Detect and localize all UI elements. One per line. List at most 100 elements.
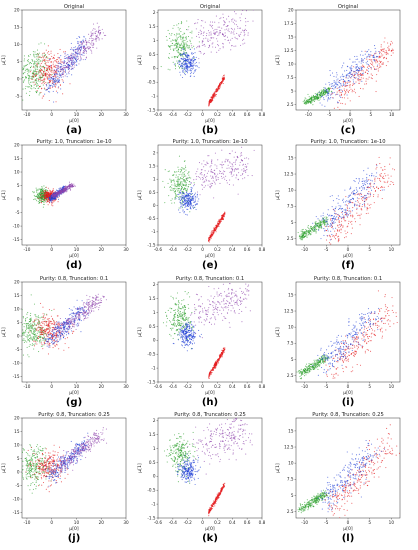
- scatter-point: [183, 184, 185, 187]
- scatter-point: [220, 220, 222, 223]
- scatter-point: [49, 200, 51, 202]
- scatter-point: [26, 70, 28, 72]
- scatter-point: [189, 58, 191, 60]
- scatter-point: [329, 87, 331, 89]
- scatter-point: [346, 74, 348, 76]
- scatter-point: [366, 63, 368, 65]
- scatter-point: [362, 70, 364, 72]
- scatter-point: [45, 192, 47, 194]
- scatter-point: [354, 55, 356, 58]
- scatter-point: [355, 81, 357, 83]
- scatter-point: [42, 52, 44, 54]
- scatter-point: [188, 177, 190, 179]
- scatter-point: [209, 44, 211, 46]
- scatter-point: [45, 195, 47, 197]
- scatter-point: [173, 174, 175, 176]
- scatter-point: [27, 68, 29, 70]
- scatter-point: [218, 22, 220, 24]
- scatter-point: [224, 39, 226, 41]
- scatter-point: [178, 33, 180, 35]
- scatter-point: [196, 170, 198, 173]
- scatter-point: [361, 60, 363, 62]
- scatter-point: [243, 30, 245, 32]
- scatter-point: [216, 91, 218, 93]
- scatter-point: [60, 59, 62, 61]
- y-tick-label: -5: [15, 94, 20, 99]
- scatter-point: [89, 46, 91, 48]
- scatter-point: [180, 169, 182, 171]
- scatter-point: [40, 60, 42, 62]
- scatter-point: [45, 49, 47, 51]
- scatter-point: [365, 83, 368, 85]
- scatter-point: [333, 80, 335, 82]
- scatter-point: [184, 66, 186, 68]
- scatter-point: [80, 40, 82, 42]
- scatter-point: [231, 20, 233, 22]
- scatter-point: [83, 45, 85, 48]
- scatter-point: [40, 62, 42, 65]
- scatter-point: [179, 71, 181, 73]
- scatter-point: [213, 97, 215, 99]
- scatter-point: [61, 69, 63, 71]
- scatter-point: [190, 208, 192, 210]
- scatter-point: [55, 79, 57, 81]
- scatter-point: [162, 180, 164, 182]
- scatter-point: [192, 72, 194, 74]
- scatter-point: [245, 25, 247, 27]
- scatter-point: [370, 59, 372, 61]
- scatter-point: [199, 173, 201, 175]
- scatter-point: [367, 55, 369, 57]
- scatter-point: [180, 173, 182, 175]
- x-tick-label: 0.8: [259, 247, 266, 252]
- scatter-point: [181, 167, 183, 169]
- scatter-point: [88, 47, 91, 49]
- scatter-point: [311, 231, 313, 233]
- scatter-point: [309, 101, 311, 104]
- scatter-point: [234, 151, 236, 153]
- scatter-point: [167, 170, 169, 173]
- scatter-point: [66, 189, 68, 191]
- scatter-point: [74, 54, 76, 56]
- scatter-point: [200, 172, 202, 174]
- scatter-point: [56, 69, 58, 71]
- scatter-point: [374, 45, 376, 47]
- scatter-point: [361, 58, 363, 60]
- scatter-point: [177, 170, 180, 172]
- scatter-point: [359, 87, 362, 90]
- x-tick-label: -10: [24, 112, 31, 117]
- scatter-point: [75, 60, 77, 62]
- scatter-point: [48, 202, 50, 204]
- scatter-point: [381, 55, 383, 57]
- scatter-point: [240, 6, 241, 7]
- scatter-point: [237, 193, 239, 195]
- scatter-point: [375, 80, 377, 82]
- scatter-point: [307, 224, 309, 227]
- scatter-point: [349, 86, 351, 88]
- scatter-point: [359, 73, 361, 75]
- scatter-point: [346, 88, 348, 90]
- scatter-point: [91, 52, 93, 54]
- scatter-point: [221, 165, 223, 167]
- scatter-point: [49, 76, 51, 78]
- scatter-point: [190, 204, 193, 206]
- scatter-point: [34, 68, 37, 70]
- scatter-point: [190, 205, 192, 207]
- scatter-point: [323, 99, 325, 101]
- scatter-point: [228, 21, 230, 23]
- scatter-point: [183, 61, 185, 63]
- scatter-point: [173, 202, 175, 204]
- scatter-point: [184, 57, 187, 59]
- y-tick-label: 5: [17, 183, 20, 188]
- scatter-point: [203, 44, 205, 46]
- scatter-point: [182, 210, 184, 212]
- scatter-point: [181, 55, 184, 57]
- scatter-point: [228, 152, 230, 155]
- scatter-point: [341, 97, 343, 99]
- scatter-point: [65, 189, 67, 191]
- y-tick-label: 0: [17, 196, 20, 201]
- scatter-point: [359, 74, 362, 76]
- scatter-point: [323, 91, 325, 93]
- scatter-point: [340, 102, 342, 104]
- scatter-point: [40, 199, 42, 201]
- scatter-point: [81, 46, 83, 48]
